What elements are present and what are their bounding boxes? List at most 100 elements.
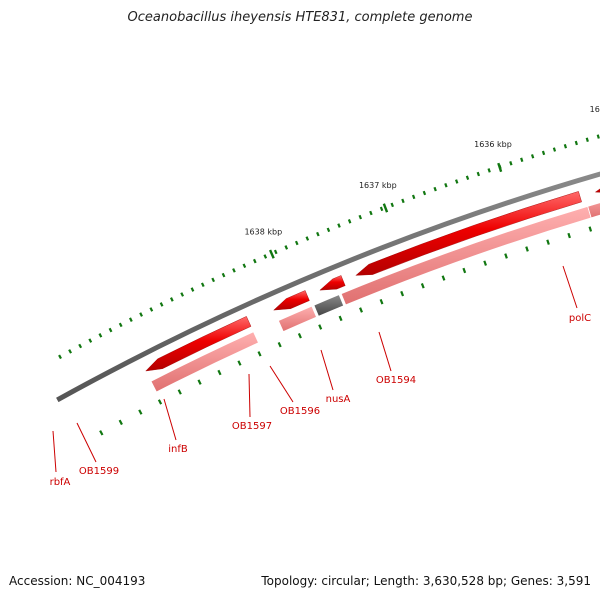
ruler-minor-tick — [232, 268, 236, 273]
cds-arrow — [355, 191, 582, 276]
ruler-tick-label: 1637 kbp — [359, 181, 397, 190]
gene-leader-line — [76, 422, 97, 463]
ruler-minor-tick — [78, 343, 83, 349]
ruler-minor-tick — [585, 137, 589, 142]
gene-label: OB1599 — [79, 466, 119, 477]
ruler-minor-tick — [58, 354, 62, 360]
ruler-minor-tick — [108, 327, 113, 333]
inner-ruler-tick — [359, 307, 363, 313]
inner-ruler-tick — [400, 290, 405, 297]
cds-arrow — [145, 316, 252, 372]
ruler-minor-tick — [563, 144, 568, 149]
inner-ruler-tick — [338, 315, 343, 322]
ruler-minor-tick — [200, 282, 205, 288]
ruler-ticks — [58, 134, 600, 360]
ruler-minor-tick — [379, 206, 384, 212]
ruler-minor-tick — [574, 140, 578, 146]
topology-label: Topology: circular; Length: 3,630,528 bp… — [261, 574, 591, 588]
ruler-minor-tick — [211, 277, 216, 283]
gene-leader-line — [320, 349, 334, 391]
ruler-minor-tick — [169, 297, 174, 302]
ruler-minor-tick — [273, 249, 278, 255]
ruler-major-tick — [268, 249, 275, 259]
inner-ruler-tick — [197, 379, 202, 385]
gene-features — [145, 188, 600, 393]
ruler-minor-tick — [128, 317, 133, 322]
inner-ruler-tick — [157, 399, 163, 405]
ruler-minor-tick — [358, 214, 363, 220]
inner-ruler-tick — [588, 226, 593, 232]
inner-ruler-tick — [118, 419, 123, 426]
gene-label: infB — [168, 444, 188, 455]
ruler-major-tick — [497, 162, 503, 173]
gene-label: polC — [569, 313, 591, 324]
gene-label: rbfA — [50, 477, 71, 488]
ruler-minor-tick — [159, 302, 164, 307]
inner-ruler-tick — [462, 267, 467, 274]
ruler-minor-tick — [422, 190, 427, 196]
ruler-minor-tick — [221, 272, 226, 278]
gene-leader-line — [269, 365, 294, 403]
inner-ruler-tick — [483, 260, 488, 266]
ruler-minor-tick — [98, 333, 103, 338]
ruler-minor-tick — [252, 258, 257, 264]
ruler-minor-tick — [294, 240, 299, 246]
gene-label: nusA — [326, 394, 351, 405]
ruler-minor-tick — [68, 349, 73, 354]
map-title: Oceanobacillus iheyensis HTE831, complet… — [127, 10, 473, 25]
inner-ruler-tick — [525, 246, 529, 252]
feature-block — [587, 202, 600, 219]
feature-block — [313, 294, 345, 317]
ruler-major-tick — [382, 203, 389, 213]
inner-ruler-tick — [504, 253, 508, 259]
inner-ruler-tick — [237, 360, 242, 366]
ruler-minor-tick — [118, 322, 123, 328]
ruler-minor-tick — [149, 307, 154, 312]
ruler-minor-tick — [190, 287, 195, 292]
gene-leader-line — [52, 430, 57, 473]
inner-ruler-tick — [546, 239, 550, 245]
ruler-minor-tick — [369, 210, 373, 216]
ruler-minor-tick — [390, 202, 394, 208]
inner-ruler-tick — [217, 369, 222, 376]
ruler-minor-tick — [520, 157, 524, 163]
inner-ruler-tick — [567, 232, 571, 239]
ruler-minor-tick — [88, 338, 93, 343]
ruler-minor-tick — [326, 227, 331, 233]
ruler-minor-tick — [444, 182, 448, 188]
ruler-minor-tick — [284, 245, 289, 250]
ruler-tick-label: 1635 kbp — [590, 105, 600, 114]
inner-ruler-tick — [257, 351, 262, 357]
gene-leader-line — [248, 373, 251, 418]
ruler-minor-tick — [465, 175, 470, 180]
ruler-minor-tick — [509, 161, 513, 166]
ruler-minor-tick — [401, 198, 405, 204]
ruler-minor-tick — [487, 168, 491, 173]
inner-ruler-tick — [297, 333, 302, 339]
ruler-minor-tick — [552, 147, 557, 152]
gene-leader-line — [562, 265, 578, 309]
inner-ruler-tick — [138, 409, 143, 415]
ruler-minor-tick — [242, 263, 247, 268]
ruler-minor-tick — [180, 292, 185, 297]
inner-ruler-tick — [318, 324, 323, 330]
inner-ruler-tick — [277, 341, 282, 348]
feature-block — [150, 331, 259, 393]
feature-block — [277, 305, 318, 333]
ruler-tick-label: 1638 kbp — [244, 227, 282, 236]
inner-ruler-tick — [379, 298, 384, 305]
feature-block — [340, 205, 592, 306]
gene-label: OB1596 — [280, 406, 320, 417]
gene-label: OB1594 — [376, 375, 416, 386]
inner-ruler-tick — [177, 389, 182, 395]
ruler-minor-tick — [530, 154, 535, 159]
ruler-tick-label: 1636 kbp — [474, 140, 512, 149]
ruler-minor-tick — [316, 231, 320, 237]
ruler-minor-tick — [411, 194, 416, 200]
gene-leader-line — [163, 398, 177, 441]
ruler-minor-tick — [305, 236, 310, 241]
ruler-minor-tick — [337, 223, 341, 228]
ruler-minor-tick — [263, 254, 268, 259]
ruler-minor-tick — [455, 179, 459, 184]
ruler-labels: 1631 kbp1632 kbp1633 kbp1634 kbp1635 kbp… — [244, 105, 600, 237]
